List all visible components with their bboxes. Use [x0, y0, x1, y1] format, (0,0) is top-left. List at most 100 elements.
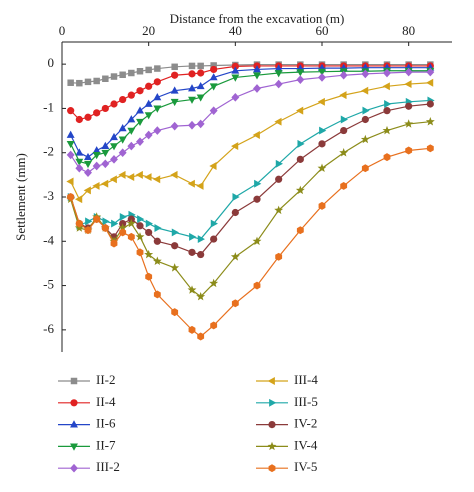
- marker: [171, 228, 179, 237]
- legend-marker: [268, 421, 276, 429]
- marker: [317, 97, 325, 106]
- y-tick-label: -3: [43, 188, 54, 203]
- marker: [75, 158, 84, 166]
- marker: [136, 118, 144, 127]
- marker: [318, 68, 326, 76]
- legend-marker: [267, 441, 277, 451]
- marker: [171, 63, 178, 71]
- marker: [92, 161, 101, 171]
- marker: [92, 152, 101, 160]
- marker: [144, 112, 153, 120]
- legend-marker: [70, 443, 78, 451]
- marker: [127, 127, 136, 135]
- x-tick-label: 80: [402, 23, 415, 38]
- marker: [144, 249, 154, 259]
- marker: [101, 149, 110, 158]
- marker: [118, 148, 127, 158]
- y-tick-label: -1: [43, 99, 54, 114]
- marker: [110, 132, 118, 141]
- marker: [318, 140, 326, 148]
- marker: [188, 62, 196, 70]
- marker: [188, 96, 196, 104]
- marker: [361, 164, 369, 173]
- marker: [128, 69, 135, 77]
- y-tick-label: -5: [43, 277, 54, 292]
- marker: [145, 228, 153, 237]
- y-tick-label: 0: [48, 55, 55, 70]
- legend-label: II-2: [96, 372, 116, 387]
- series-line: [70, 71, 431, 174]
- marker: [188, 120, 196, 130]
- marker: [252, 236, 262, 246]
- legend-label: IV-4: [294, 437, 318, 452]
- marker: [119, 95, 127, 104]
- marker: [67, 107, 75, 115]
- legend-label: II-6: [96, 416, 116, 431]
- marker: [127, 232, 135, 241]
- marker: [66, 177, 74, 186]
- marker: [154, 65, 161, 72]
- marker: [170, 98, 179, 107]
- marker: [75, 219, 83, 228]
- marker: [197, 332, 205, 341]
- legend-marker: [70, 399, 78, 407]
- marker: [102, 75, 109, 82]
- marker: [135, 170, 143, 179]
- legend-label: III-2: [96, 459, 120, 474]
- marker: [274, 70, 283, 78]
- marker: [382, 125, 392, 135]
- marker: [136, 248, 144, 257]
- marker: [210, 219, 218, 228]
- marker: [296, 155, 304, 163]
- marker: [197, 235, 205, 244]
- marker: [425, 117, 435, 126]
- x-tick-label: 40: [229, 23, 242, 38]
- marker: [231, 74, 240, 82]
- marker: [111, 219, 119, 228]
- marker: [318, 201, 326, 210]
- series-line: [70, 67, 431, 158]
- marker: [145, 272, 153, 281]
- marker: [101, 179, 109, 188]
- marker: [404, 67, 413, 77]
- marker: [197, 62, 204, 70]
- marker: [118, 136, 127, 144]
- marker: [144, 99, 153, 107]
- marker: [110, 100, 118, 108]
- legend-marker: [267, 377, 275, 385]
- marker: [110, 143, 118, 151]
- legend-marker: [269, 398, 277, 407]
- marker: [209, 278, 219, 288]
- marker: [340, 115, 348, 124]
- marker: [101, 141, 110, 149]
- marker: [209, 83, 218, 91]
- marker: [404, 80, 412, 89]
- marker: [84, 113, 92, 121]
- marker: [153, 290, 161, 299]
- y-tick-label: -6: [43, 321, 54, 336]
- marker: [84, 226, 92, 235]
- marker: [136, 137, 144, 146]
- marker: [145, 82, 153, 90]
- marker: [197, 250, 205, 259]
- marker: [136, 67, 144, 75]
- marker: [136, 222, 144, 230]
- marker: [101, 159, 110, 169]
- marker: [426, 100, 434, 108]
- marker: [75, 195, 83, 204]
- marker: [145, 219, 153, 228]
- marker: [110, 73, 118, 80]
- marker: [153, 78, 161, 86]
- marker: [405, 102, 413, 110]
- marker: [274, 117, 282, 126]
- marker: [93, 77, 100, 85]
- marker: [127, 141, 136, 151]
- marker: [383, 107, 391, 115]
- marker: [209, 106, 218, 115]
- marker: [361, 115, 369, 124]
- marker: [93, 109, 101, 117]
- marker: [274, 205, 284, 215]
- marker: [231, 93, 240, 102]
- marker: [317, 163, 327, 173]
